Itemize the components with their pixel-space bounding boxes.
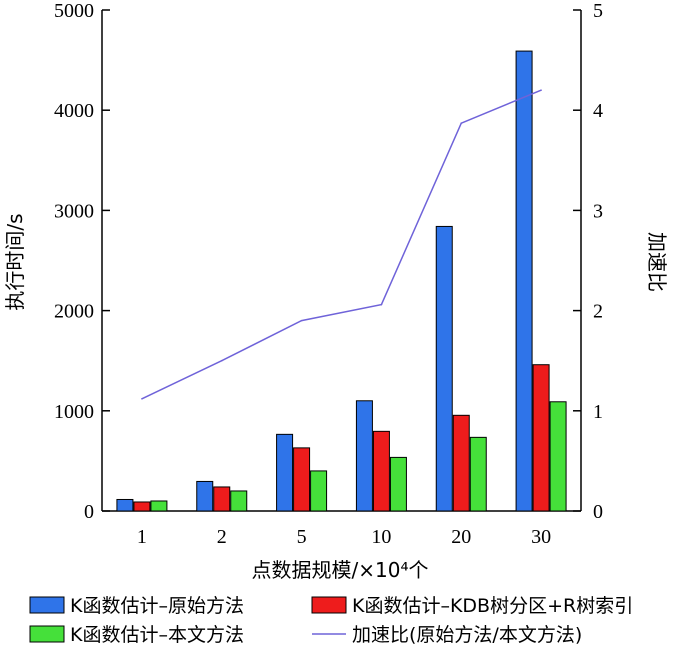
y2-tick-label: 2 [593, 301, 603, 323]
speedup-line [141, 89, 542, 400]
bar-series-1-2 [213, 486, 231, 512]
bar-series-1-10 [372, 430, 390, 512]
speedup-point-20 [460, 122, 463, 125]
bar-series-0-1 [116, 498, 134, 512]
bar-series-2-20 [469, 436, 487, 512]
y-tick-label: 0 [84, 501, 94, 523]
legend-label-original: K函数估计–原始方法 [70, 595, 244, 617]
x-tick-label: 1 [137, 526, 147, 548]
y-tick-label: 1000 [54, 401, 94, 423]
y2-tick-label: 0 [593, 501, 603, 523]
legend-swatch-kdb [311, 596, 347, 614]
x-axis-title: 点数据规模/×10⁴个 [252, 558, 429, 582]
speedup-point-5 [300, 319, 303, 322]
y2-axis-title: 加速比 [645, 232, 669, 292]
y2-tick-label: 1 [593, 401, 603, 423]
speedup-point-1 [141, 397, 143, 400]
y-tick-label: 4000 [54, 100, 94, 122]
y-axis-title: 执行时间/s [3, 213, 27, 310]
bar-series-2-5 [310, 470, 328, 512]
bars [116, 50, 567, 512]
bar-series-2-2 [230, 490, 248, 512]
speedup-point-30 [540, 89, 542, 91]
ticks: 0 1000 2000 3000 4000 5000 0 1 2 3 4 5 1 2 5 10 20 30 [54, 0, 603, 548]
legend-label-kdb: K函数估计–KDB树分区+R树索引 [352, 595, 633, 617]
legend-swatch-ours [29, 625, 65, 643]
x-tick-label: 20 [451, 526, 471, 548]
speedup-polyline [141, 89, 542, 400]
x-tick-label: 5 [297, 526, 307, 548]
x-tick-label: 10 [371, 526, 391, 548]
x-tick-label: 2 [217, 526, 227, 548]
x-tick-label: 30 [531, 526, 551, 548]
y2-tick-label: 4 [593, 100, 603, 122]
legend-swatch-original [29, 596, 65, 614]
y-tick-label: 2000 [54, 301, 94, 323]
bar-series-1-20 [452, 414, 470, 512]
bar-series-2-1 [150, 500, 168, 512]
bar-series-2-10 [389, 456, 407, 512]
speedup-point-2 [220, 359, 223, 362]
bar-series-0-30 [515, 50, 533, 512]
speedup-point-10 [380, 303, 383, 306]
bar-series-0-10 [355, 400, 373, 512]
bar-series-1-1 [133, 501, 151, 512]
bar-series-0-2 [196, 480, 214, 512]
bar-series-1-5 [293, 447, 311, 512]
y-tick-label: 5000 [54, 0, 94, 22]
y2-tick-label: 3 [593, 200, 603, 222]
legend-label-ours: K函数估计–本文方法 [70, 624, 244, 646]
bar-series-0-5 [276, 433, 294, 512]
legend: K函数估计–原始方法 K函数估计–KDB树分区+R树索引 K函数估计–本文方法 … [29, 595, 633, 646]
y2-tick-label: 5 [593, 0, 603, 22]
bar-series-1-30 [532, 364, 550, 512]
bar-series-2-30 [549, 401, 567, 512]
bar-series-0-20 [435, 225, 453, 512]
y-tick-label: 3000 [54, 200, 94, 222]
legend-label-speedup: 加速比(原始方法/本文方法) [352, 624, 582, 646]
